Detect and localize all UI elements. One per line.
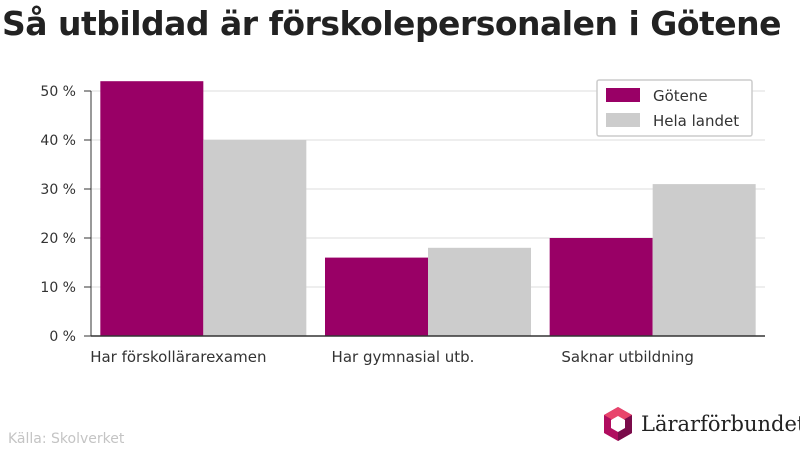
- y-tick-label: 40 %: [40, 133, 76, 149]
- y-tick-label: 10 %: [40, 280, 76, 296]
- bar-gotene: [549, 238, 653, 336]
- bar-gotene: [100, 81, 204, 336]
- x-tick-label: Har förskollärarexamen: [90, 348, 266, 366]
- legend-label: Hela landet: [653, 112, 739, 130]
- y-tick-label: 20 %: [40, 231, 76, 247]
- x-tick-label: Saknar utbildning: [561, 348, 694, 366]
- source-note: Källa: Skolverket: [8, 431, 125, 447]
- bar-hela-landet: [428, 247, 531, 336]
- hexagon-logo-icon: [604, 407, 632, 441]
- bar-hela-landet: [203, 140, 307, 336]
- bar-hela-landet: [652, 184, 756, 336]
- logo-text: Lärarförbundet: [641, 412, 800, 436]
- y-tick-label: 30 %: [40, 182, 76, 198]
- chart-title: Så utbildad är förskolepersonalen i Göte…: [2, 4, 782, 43]
- y-tick-label: 0 %: [49, 329, 76, 345]
- legend-swatch: [606, 113, 640, 127]
- legend-swatch: [606, 88, 640, 102]
- x-tick-label: Har gymnasial utb.: [332, 348, 475, 366]
- bar-gotene: [325, 257, 428, 336]
- legend-label: Götene: [653, 87, 708, 105]
- bar-chart: 0 % 10 % 20 % 30 % 40 % 50 % Har förskollärare…: [40, 79, 765, 366]
- y-tick-label: 50 %: [40, 84, 76, 100]
- lararforbundet-logo: Lärarförbundet: [602, 406, 800, 442]
